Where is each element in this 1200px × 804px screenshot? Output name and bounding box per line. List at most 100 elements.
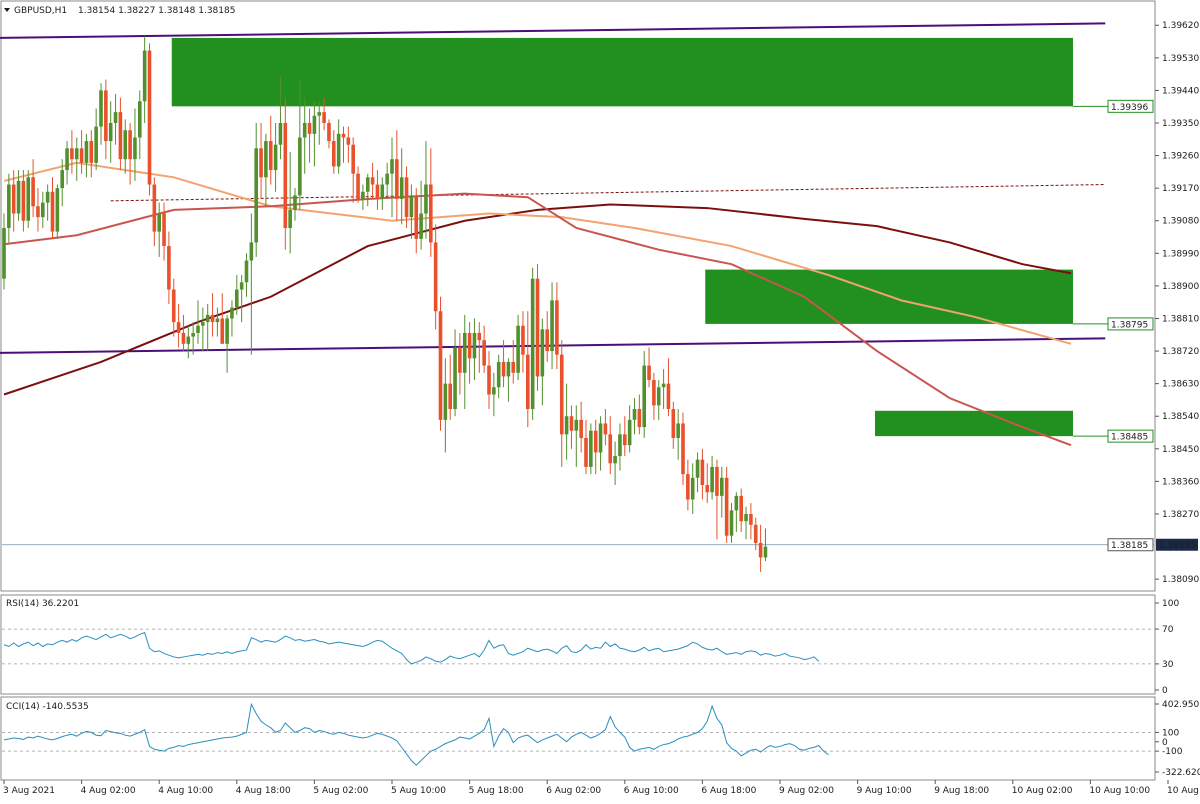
candle-body	[138, 101, 142, 138]
candle-body	[715, 466, 719, 496]
current-price-label-left: 1.38185	[1111, 541, 1148, 551]
rsi-panel-frame	[0, 594, 1156, 695]
price-axis-label: 1.38360	[1162, 477, 1199, 487]
candle-body	[530, 278, 535, 409]
candle-body	[283, 122, 288, 228]
cci-axis-label: -100	[1162, 747, 1183, 757]
price-axis-label: 1.39440	[1162, 86, 1199, 96]
candle-body	[487, 365, 491, 395]
candle-body	[395, 159, 399, 200]
candle-body	[661, 383, 666, 388]
candle-body	[142, 50, 147, 102]
candle-body	[729, 510, 734, 536]
cci-panel-frame	[0, 696, 1156, 781]
candle-body	[608, 434, 613, 464]
price-axis-label: 1.38900	[1162, 282, 1199, 292]
candle-body	[593, 430, 598, 453]
candle-body	[720, 477, 724, 496]
candle-body	[666, 383, 671, 409]
rsi-label: RSI(14) 36.2201	[6, 599, 79, 609]
current-price-box-left	[1107, 538, 1154, 552]
time-axis-label: 6 Aug 10:00	[624, 786, 679, 796]
cci-label: CCI(14) -140.5535	[6, 702, 89, 712]
candle-body	[632, 408, 637, 420]
candle-body	[501, 361, 506, 377]
candle-body	[123, 130, 128, 160]
cci-axis-label: 100	[1162, 728, 1179, 738]
candle-body	[516, 325, 520, 373]
candle-body	[312, 115, 317, 134]
candle-body	[574, 419, 579, 431]
candle-body	[7, 184, 11, 228]
candle-body	[74, 148, 79, 160]
candle-body	[618, 434, 622, 457]
candle-body	[351, 144, 355, 174]
candle-body	[201, 322, 205, 326]
candle-body	[477, 332, 482, 341]
candle-body	[429, 184, 433, 243]
candle-body	[671, 408, 676, 438]
price-axis-label: 1.38270	[1162, 510, 1199, 520]
price-axis-label: 1.38540	[1162, 412, 1199, 422]
candle-body	[390, 159, 394, 174]
candle-body	[584, 437, 588, 467]
axis-layer: 1.39620 1.39530 1.39440 1.39350 1.39260 1.391…	[3, 21, 1200, 796]
candle-body	[298, 137, 302, 196]
candle-body	[235, 289, 239, 308]
candle-body	[690, 477, 695, 500]
demand-zone	[171, 37, 1073, 107]
candle-body	[545, 329, 549, 352]
candle-body	[356, 173, 360, 200]
rsi-axis-label: 0	[1162, 686, 1168, 696]
time-axis-label: 5 Aug 10:00	[391, 786, 446, 796]
price-axis-label: 1.39170	[1162, 184, 1199, 194]
collapse-triangle-icon[interactable]	[4, 8, 10, 12]
rsi-series-line	[3, 631, 820, 665]
candle-body	[419, 213, 423, 239]
candle-body	[157, 213, 161, 232]
candle-body	[210, 314, 215, 323]
candle-body	[249, 242, 254, 261]
moving-average-line	[3, 203, 1072, 396]
candle-body	[84, 141, 89, 163]
candle-body	[94, 126, 98, 163]
candle-body	[268, 141, 273, 171]
candle-body	[472, 332, 477, 359]
candle-body	[302, 122, 307, 138]
candle-body	[55, 188, 60, 232]
candle-body	[627, 419, 632, 446]
candle-body	[128, 130, 132, 160]
candle-body	[31, 177, 35, 207]
zone-price-label: 1.38485	[1111, 433, 1148, 443]
candle-body	[239, 282, 244, 290]
candle-body	[196, 325, 200, 333]
price-axis-label: 1.38720	[1162, 347, 1199, 357]
candle-body	[186, 336, 191, 344]
candle-body	[375, 184, 380, 200]
candle-body	[244, 260, 249, 283]
candle-body	[598, 423, 603, 453]
rsi-plot-layer	[2, 628, 1154, 665]
candle-body	[521, 325, 525, 355]
candle-body	[511, 361, 516, 373]
candle-body	[225, 318, 229, 344]
candle-body	[695, 459, 700, 478]
candle-body	[385, 173, 389, 185]
time-axis-label: 5 Aug 02:00	[313, 786, 368, 796]
candle-body	[254, 148, 258, 243]
main-plot-layer: 1.39396 1.38795 1.38485 1.38185	[0, 22, 1154, 572]
current-price-tag	[1156, 538, 1198, 551]
candle-body	[409, 195, 414, 218]
candle-body	[365, 177, 370, 192]
cci-axis-label: -322.6206	[1162, 768, 1200, 778]
candle-body	[753, 524, 758, 543]
candle-body	[346, 137, 351, 145]
candle-body	[589, 430, 593, 467]
candle-body	[647, 365, 651, 381]
candle-body	[215, 318, 220, 323]
candle-body	[288, 209, 292, 228]
candle-body	[623, 434, 627, 446]
rsi-axis-label: 30	[1162, 660, 1174, 670]
zone-price-box	[1107, 317, 1154, 331]
